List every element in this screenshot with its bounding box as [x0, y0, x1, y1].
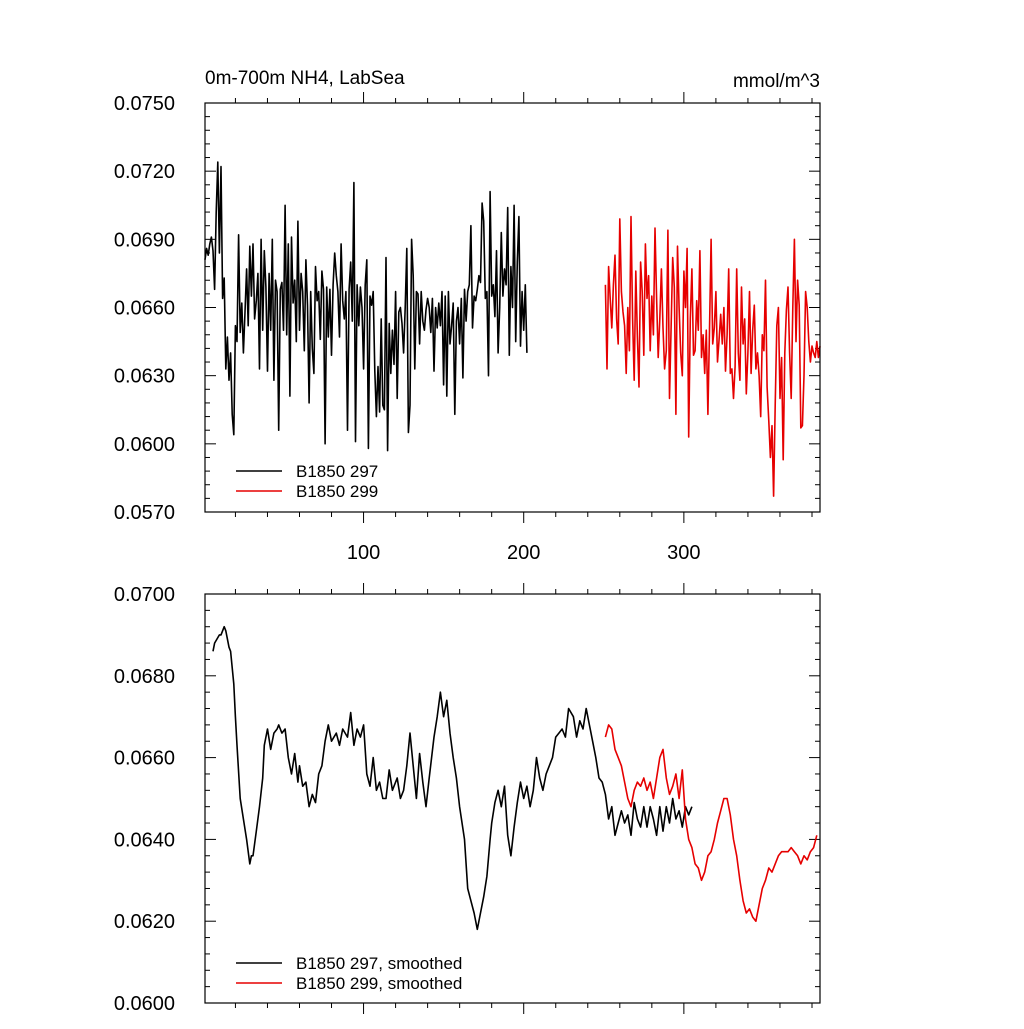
- series-line-b1850-299-smoothed: [604, 724, 818, 922]
- series-line-b1850-297: [204, 161, 528, 452]
- y-tick-label: 0.0640: [114, 829, 175, 851]
- y-tick-label: 0.0700: [114, 584, 175, 606]
- y-tick-label: 0.0720: [114, 161, 175, 183]
- y-tick-label: 0.0600: [114, 993, 175, 1015]
- x-tick-label: 300: [667, 542, 700, 564]
- x-tick-label: 200: [507, 542, 540, 564]
- legend-label-b1850-299: B1850 299: [296, 482, 378, 501]
- chart-title: 0m-700m NH4, LabSea: [205, 68, 405, 89]
- series-line-b1850-299: [604, 215, 821, 497]
- top-panel-y-tick-labels: 0.0570 0.0600 0.0630 0.0660 0.0690 0.0720 0.07…: [114, 93, 175, 524]
- top-panel-frame: [204, 102, 821, 513]
- y-tick-label: 0.0620: [114, 911, 175, 933]
- top-panel: 0m-700m NH4, LabSea mmol/m^3 0.0570 0.060…: [114, 68, 821, 564]
- series-line-b1850-297-smoothed: [212, 625, 693, 931]
- y-tick-label: 0.0660: [114, 748, 175, 770]
- bottom-panel: 0.0600 0.0620 0.0640 0.0660 0.0680 0.0700 B18…: [114, 583, 821, 1015]
- x-tick-label: 100: [347, 542, 380, 564]
- y-tick-label: 0.0600: [114, 434, 175, 456]
- legend-label-b1850-299-smoothed: B1850 299, smoothed: [296, 974, 462, 993]
- bottom-panel-series: [212, 625, 818, 931]
- bottom-panel-y-tick-labels: 0.0600 0.0620 0.0640 0.0660 0.0680 0.0700: [114, 584, 175, 1015]
- y-tick-label: 0.0680: [114, 666, 175, 688]
- y-tick-label: 0.0690: [114, 229, 175, 251]
- bottom-panel-frame: [204, 593, 821, 1004]
- y-tick-label: 0.0570: [114, 502, 175, 524]
- top-panel-series: [204, 161, 821, 497]
- legend-label-b1850-297-smoothed: B1850 297, smoothed: [296, 954, 462, 973]
- units-label: mmol/m^3: [733, 71, 820, 92]
- legend-label-b1850-297: B1850 297: [296, 462, 378, 481]
- y-tick-label: 0.0630: [114, 366, 175, 388]
- bottom-panel-legend: B1850 297, smoothed B1850 299, smoothed: [236, 954, 462, 993]
- bottom-panel-ticks: [205, 583, 820, 1014]
- top-panel-x-tick-labels: 100 200 300: [347, 542, 701, 564]
- top-panel-legend: B1850 297 B1850 299: [236, 462, 378, 501]
- y-tick-label: 0.0660: [114, 298, 175, 320]
- y-tick-label: 0.0750: [114, 93, 175, 115]
